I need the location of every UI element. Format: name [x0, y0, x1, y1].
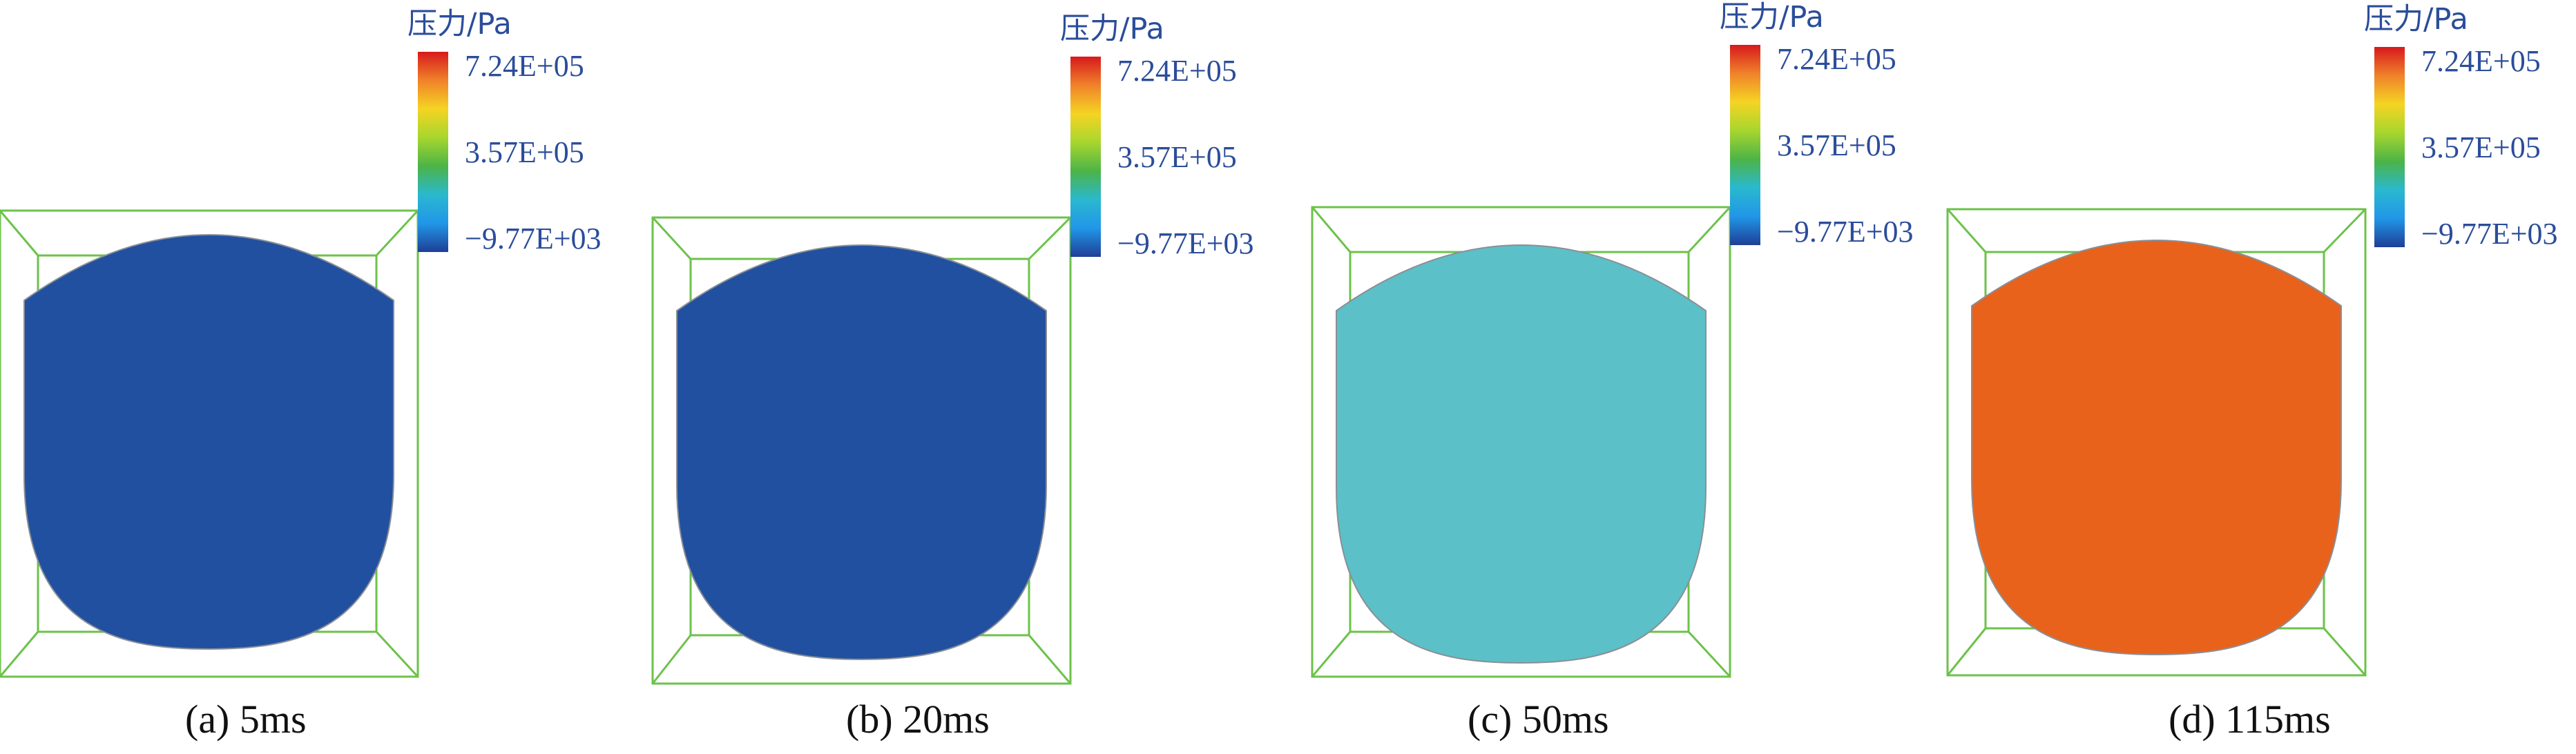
legend-max-label: 7.24E+05 — [1117, 54, 1237, 88]
panel-caption: (d) 115ms — [2169, 697, 2331, 742]
legend-max-label: 7.24E+05 — [465, 49, 584, 83]
legend-min-label: −9.77E+03 — [2421, 217, 2558, 251]
legend-color-bar — [1070, 57, 1101, 257]
legend-max-label: 7.24E+05 — [1777, 42, 1896, 76]
pressure-scene — [1946, 208, 2367, 677]
legend-color-bar — [2374, 47, 2405, 247]
domain-box-outer — [0, 209, 419, 678]
domain-box-edge — [0, 210, 39, 256]
panel-caption: (c) 50ms — [1468, 697, 1609, 742]
panel-caption: (b) 20ms — [846, 697, 990, 742]
legend-mid-label: 3.57E+05 — [1117, 140, 1237, 174]
panel-caption: (a) 5ms — [185, 697, 307, 742]
panel-1: 压力/Pa 7.24E+05 3.57E+05 −9.77E+03 (a) 5ms — [0, 0, 622, 754]
legend-max-label: 7.24E+05 — [2421, 44, 2541, 78]
pressure-fluid-region — [676, 244, 1047, 661]
domain-box-edge — [1311, 206, 1352, 253]
legend-title: 压力/Pa — [407, 7, 512, 41]
panel-3: 压力/Pa 7.24E+05 3.57E+05 −9.77E+03 (c) 50ms — [1311, 0, 1934, 754]
domain-box-outer — [1311, 206, 1731, 678]
legend-title: 压力/Pa — [2364, 2, 2468, 37]
legend-color-bar — [418, 52, 448, 252]
domain-box-outer — [651, 216, 1072, 685]
domain-box-edge — [2323, 628, 2367, 676]
domain-box-edge — [1946, 209, 1987, 253]
legend-mid-label: 3.57E+05 — [1777, 128, 1896, 162]
legend-min-label: −9.77E+03 — [1117, 226, 1254, 260]
panel-2: 压力/Pa 7.24E+05 3.57E+05 −9.77E+03 (b) 20ms — [651, 0, 1274, 754]
domain-box-outer — [1946, 208, 2367, 677]
domain-box-edge — [1687, 206, 1731, 253]
legend-min-label: −9.77E+03 — [1777, 215, 1914, 249]
legend-title: 压力/Pa — [1060, 12, 1164, 46]
domain-box-edge — [375, 209, 419, 257]
domain-box-edge — [1028, 216, 1072, 260]
pressure-scene — [0, 209, 419, 678]
legend-color-bar — [1730, 45, 1760, 245]
legend-title: 压力/Pa — [1720, 0, 1824, 35]
domain-box-edge — [651, 216, 692, 260]
pressure-fluid-region — [1336, 244, 1707, 664]
pressure-scene — [1311, 206, 1731, 678]
pressure-fluid-region — [23, 234, 394, 650]
domain-box-edge — [2323, 208, 2367, 253]
legend-min-label: −9.77E+03 — [465, 222, 602, 255]
pressure-scene — [651, 216, 1072, 685]
domain-box-edge — [651, 635, 692, 684]
domain-box-edge — [1946, 628, 1987, 676]
panel-4: 压力/Pa 7.24E+05 3.57E+05 −9.77E+03 (d) 115ms — [1946, 0, 2569, 754]
domain-box-edge — [0, 631, 39, 677]
domain-box-edge — [1028, 635, 1072, 684]
legend-mid-label: 3.57E+05 — [465, 135, 584, 169]
domain-box-edge — [1311, 631, 1352, 677]
pressure-fluid-region — [1971, 240, 2342, 656]
legend-mid-label: 3.57E+05 — [2421, 130, 2541, 164]
domain-box-edge — [1687, 630, 1731, 678]
domain-box-edge — [375, 630, 419, 678]
